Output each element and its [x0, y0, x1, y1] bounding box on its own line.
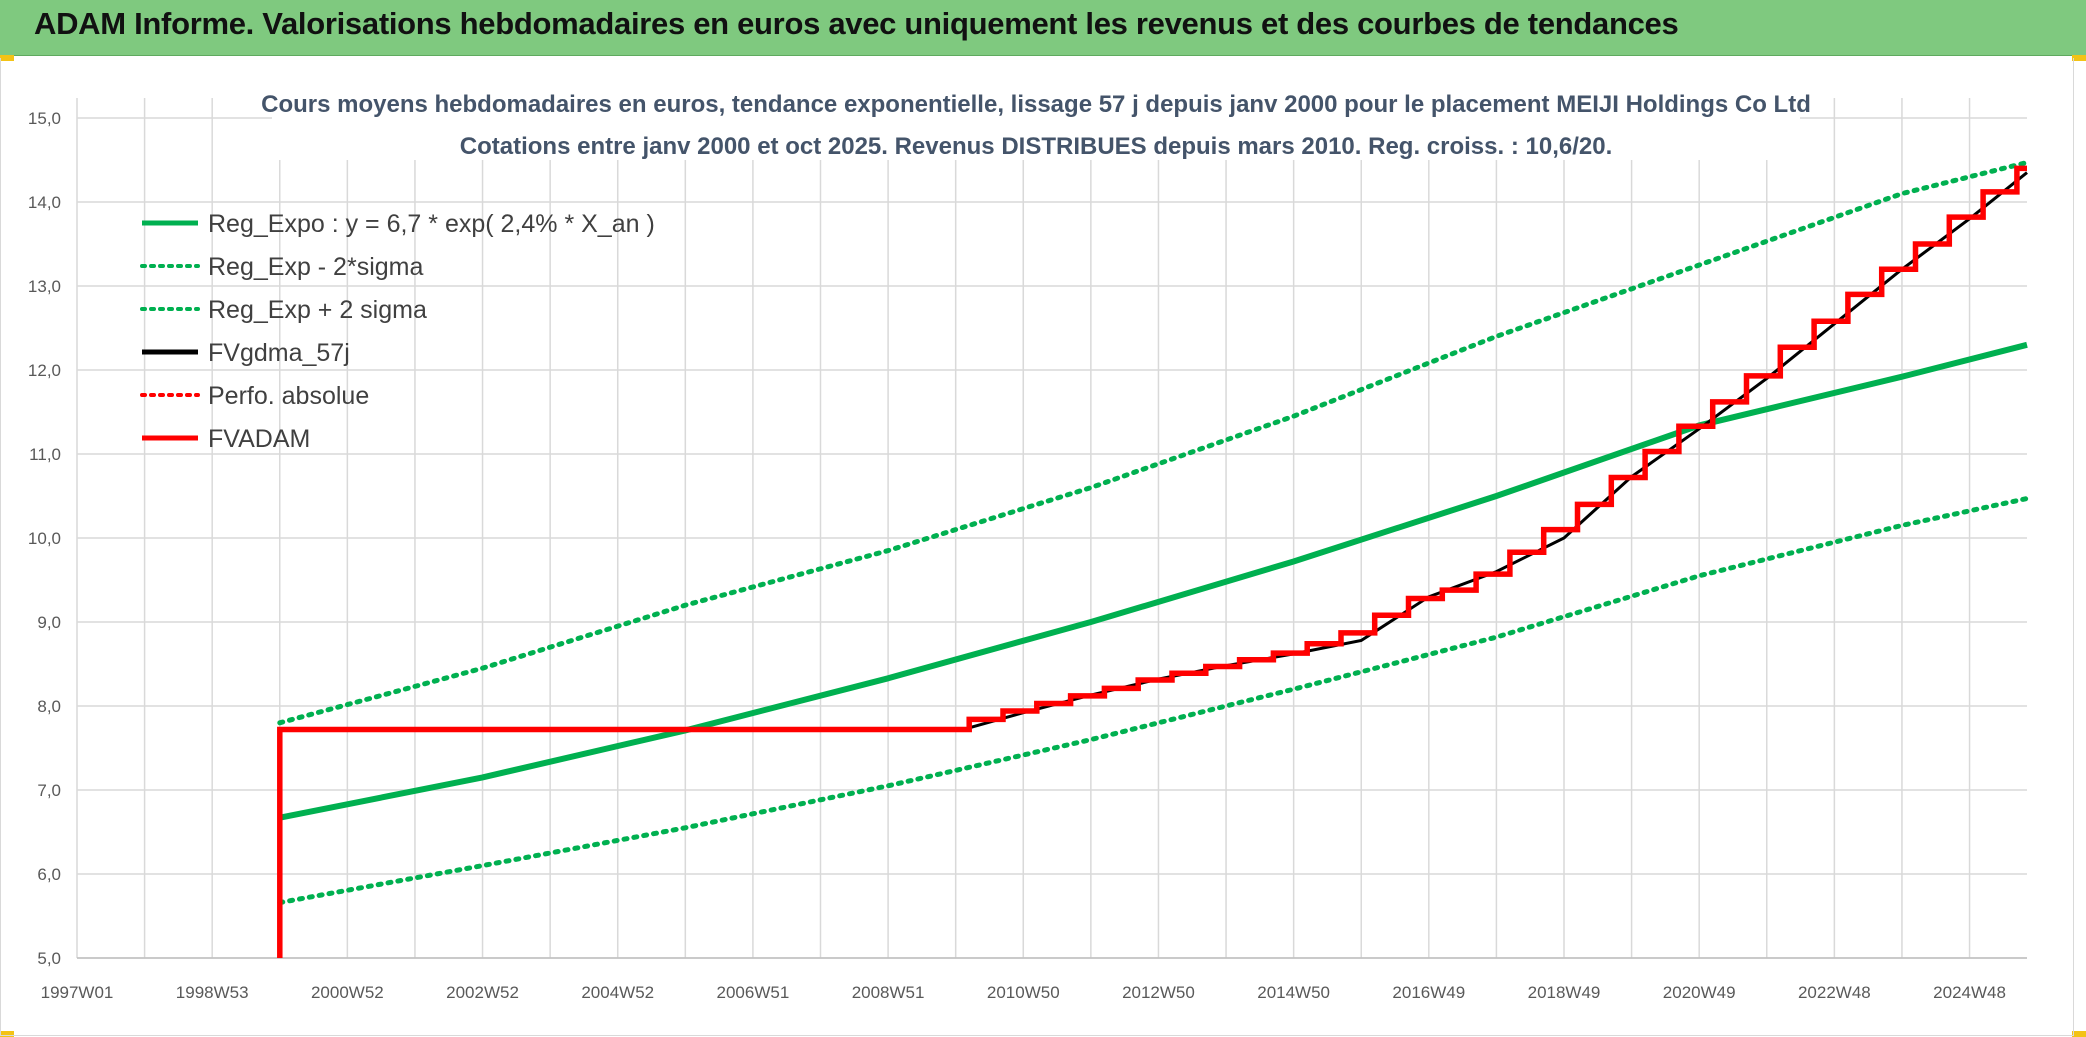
- axis-layer: 5,0 6,0 7,0 8,0 9,0 10,0 11,0 12,0 13,0 14,0 15,0 1…: [28, 109, 2006, 1002]
- report-title: ADAM Informe. Valorisations hebdomadaire…: [34, 6, 1679, 41]
- series-fvgdma-57j: [968, 171, 2028, 730]
- y-tick-label: 15,0: [28, 109, 61, 128]
- legend-label: Perfo. absolue: [208, 382, 369, 410]
- y-tick-label: 11,0: [29, 445, 61, 464]
- x-tick-label: 2022W48: [1798, 983, 1871, 1002]
- x-tick-label: 2018W49: [1528, 983, 1601, 1002]
- x-tick-label: 2020W49: [1663, 983, 1736, 1002]
- x-tick-label: 1998W53: [176, 983, 249, 1002]
- corner-accent-bottom-left: [0, 1031, 14, 1037]
- legend-label: Reg_Exp + 2 sigma: [208, 296, 427, 324]
- legend-label: FVADAM: [208, 425, 310, 453]
- legend-label: Reg_Exp - 2*sigma: [208, 253, 423, 281]
- corner-accent-top-right: [2072, 55, 2086, 61]
- y-tick-label: 8,0: [37, 697, 61, 716]
- legend-label: FVgdma_57j: [208, 339, 350, 367]
- x-tick-label: 2014W50: [1257, 983, 1330, 1002]
- x-tick-label: 2008W51: [852, 983, 925, 1002]
- corner-accent-bottom-right: [2072, 1031, 2086, 1037]
- chart-title: Cours moyens hebdomadaires en euros, ten…: [261, 84, 1811, 160]
- x-tick-label: 2024W48: [1933, 983, 2006, 1002]
- x-tick-label: 2010W50: [987, 983, 1060, 1002]
- x-tick-label: 2016W49: [1392, 983, 1465, 1002]
- y-tick-label: 7,0: [37, 781, 61, 800]
- chart-title-line-2: Cotations entre janv 2000 et oct 2025. R…: [460, 133, 1612, 160]
- y-tick-label: 9,0: [37, 613, 61, 632]
- series-reg-minus-2sigma: [277, 496, 2030, 906]
- series-layer: [277, 160, 2030, 958]
- y-tick-label: 5,0: [37, 949, 61, 968]
- chart-title-line-1: Cours moyens hebdomadaires en euros, ten…: [261, 91, 1811, 118]
- corner-accent-top-left: [0, 55, 14, 61]
- y-tick-label: 14,0: [28, 193, 61, 212]
- series-reg-expo: [279, 341, 2028, 821]
- series-reg-plus-2sigma: [277, 160, 2030, 726]
- y-tick-label: 13,0: [28, 277, 61, 296]
- y-tick-label: 6,0: [37, 865, 61, 884]
- x-tick-label: 2006W51: [717, 983, 790, 1002]
- report-banner: ADAM Informe. Valorisations hebdomadaire…: [0, 0, 2086, 56]
- series-fvadam: [277, 165, 2027, 958]
- x-tick-label: 2002W52: [446, 983, 519, 1002]
- x-tick-label: 1997W01: [41, 983, 114, 1002]
- x-tick-label: 2000W52: [311, 983, 384, 1002]
- grid-layer: [76, 98, 2027, 959]
- chart-frame: [0, 58, 2074, 1036]
- chart-legend: Reg_Expo : y = 6,7 * exp( 2,4% * X_an ) R…: [140, 210, 655, 453]
- x-tick-label: 2004W52: [581, 983, 654, 1002]
- y-tick-label: 10,0: [28, 529, 61, 548]
- x-tick-label: 2012W50: [1122, 983, 1195, 1002]
- legend-label: Reg_Expo : y = 6,7 * exp( 2,4% * X_an ): [208, 210, 655, 238]
- y-tick-label: 12,0: [28, 361, 61, 380]
- chart-title-background: [272, 84, 1800, 160]
